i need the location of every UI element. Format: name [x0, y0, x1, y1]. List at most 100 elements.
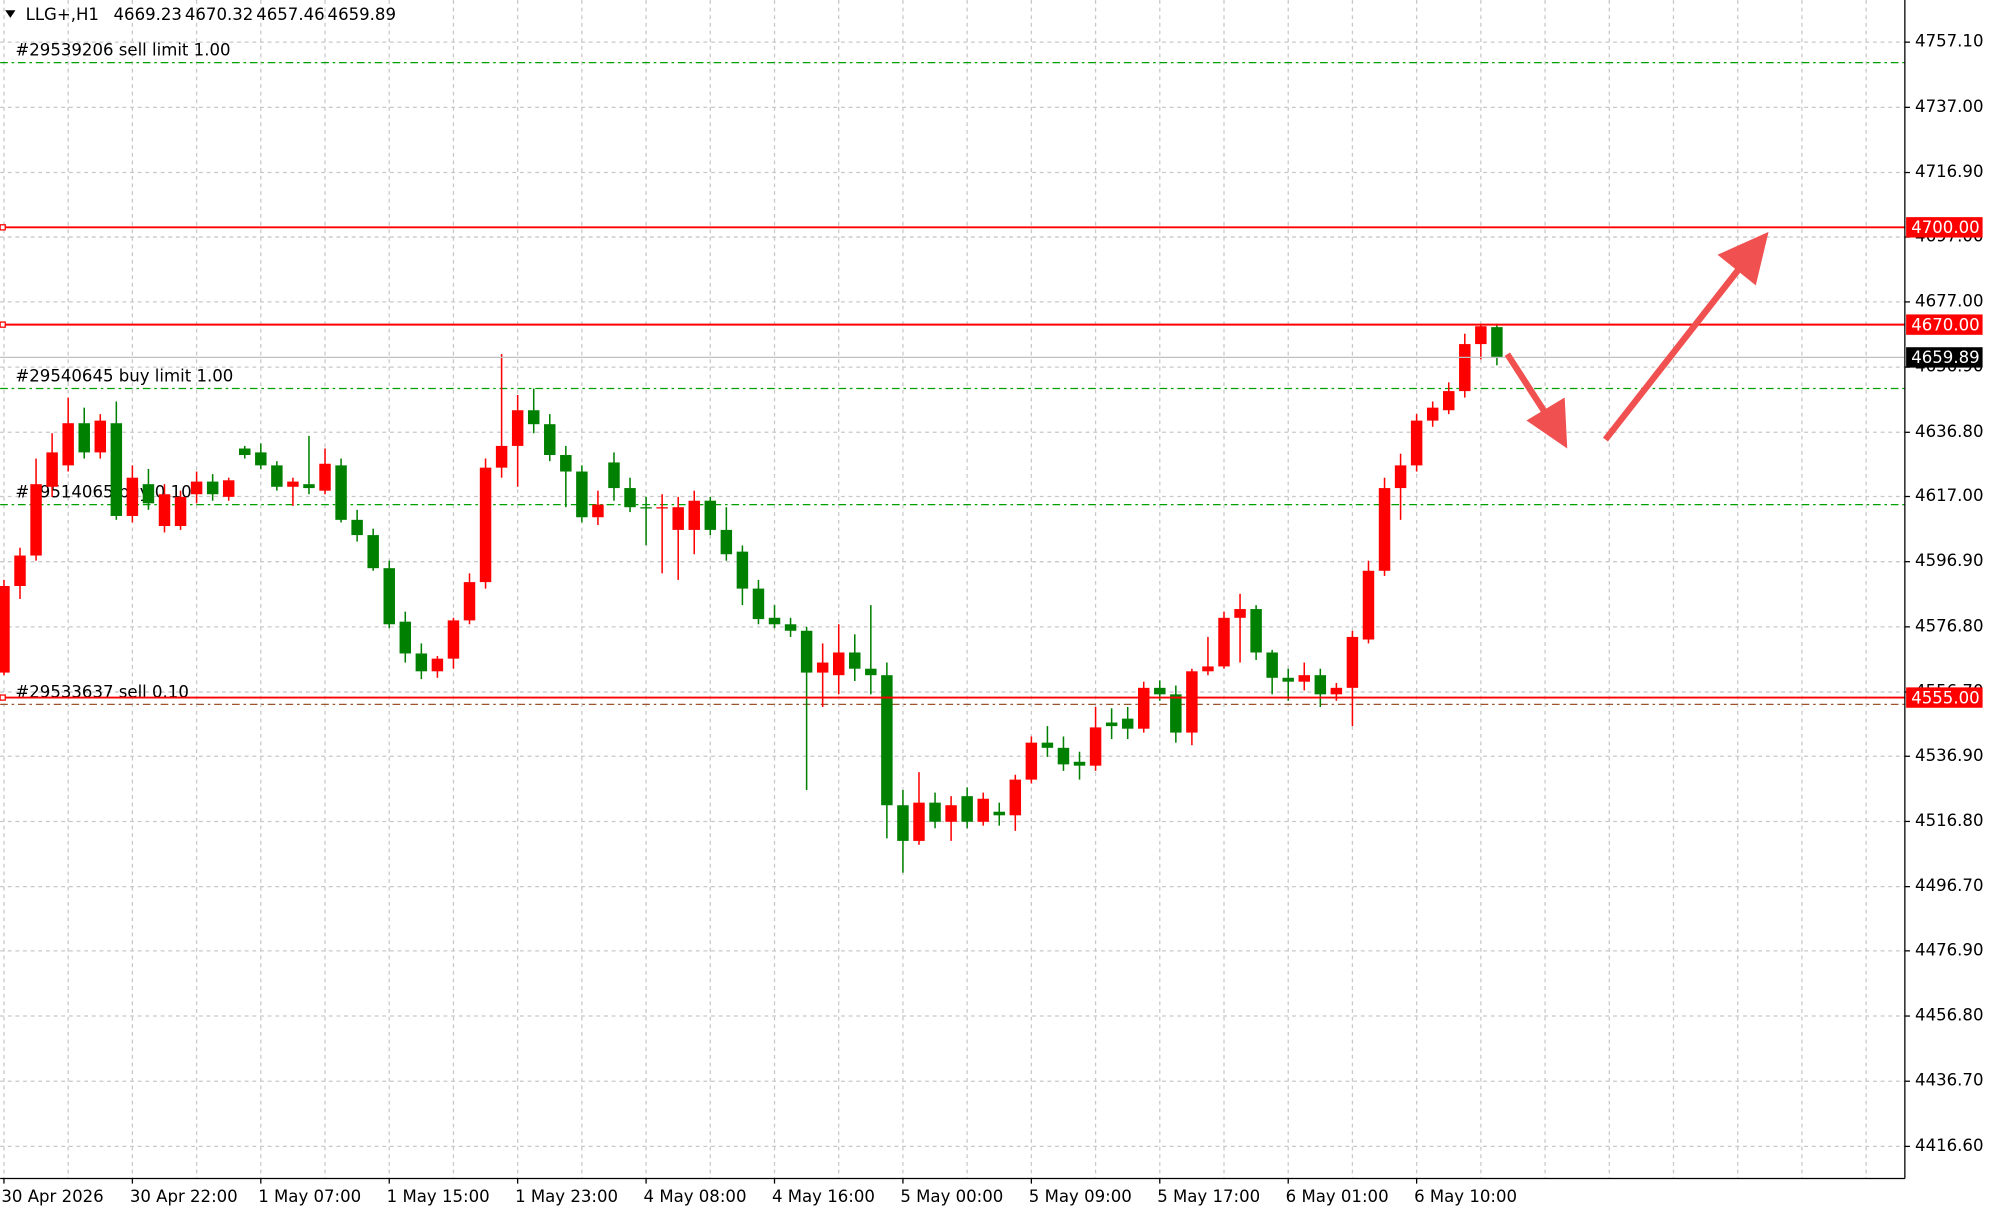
candle-body: [913, 802, 925, 841]
candle-body: [1346, 636, 1359, 688]
y-tick-label: 4636.80: [1915, 422, 1983, 441]
candle-body: [1234, 609, 1246, 618]
candle-body: [624, 488, 636, 508]
candle-body: [287, 481, 299, 487]
candle-body: [929, 802, 941, 822]
order-label: #29540645 buy limit 1.00: [15, 367, 233, 386]
candle-body: [1073, 761, 1086, 766]
candle-body: [1491, 327, 1503, 358]
x-tick-label: 6 May 01:00: [1286, 1187, 1389, 1206]
candle-body: [849, 652, 861, 669]
candle-body: [271, 465, 283, 487]
candle-body: [1041, 742, 1054, 748]
candle-body: [1025, 742, 1038, 780]
header-high: 4670.32: [185, 5, 253, 24]
candle-body: [335, 465, 347, 520]
level-tag: [1906, 314, 1983, 335]
y-tick-label: 4456.80: [1915, 1006, 1983, 1025]
candle-body: [688, 500, 700, 530]
candle-body: [367, 535, 379, 569]
candle-body: [736, 551, 749, 589]
candle-body: [110, 423, 123, 516]
candle-body: [1475, 326, 1487, 345]
candle-body: [1282, 677, 1294, 682]
candle-body: [576, 471, 588, 518]
candle-body: [1154, 687, 1166, 695]
candle-body: [1362, 570, 1375, 640]
candle-body: [495, 445, 508, 468]
price-tag: [1906, 347, 1983, 368]
candle-body: [945, 805, 957, 822]
candle-body: [158, 494, 171, 527]
level-tag: [1906, 217, 1983, 238]
x-tick-label: 4 May 16:00: [772, 1187, 875, 1206]
candle-body: [816, 662, 829, 673]
candle-body: [704, 500, 717, 530]
candle-body: [14, 555, 26, 587]
order-label: #29539206 sell limit 1.00: [15, 41, 230, 60]
arrow-up: [1602, 261, 1746, 442]
candle-body: [1089, 727, 1102, 766]
candle-body: [897, 805, 909, 841]
candle-body: [30, 484, 42, 556]
x-tick-label: 30 Apr 22:00: [130, 1187, 238, 1206]
candle-body: [0, 586, 10, 673]
candle-body: [1410, 420, 1423, 466]
candle-body: [1137, 687, 1150, 729]
candle-body: [190, 481, 203, 495]
level-tag: [1906, 687, 1983, 708]
candle-body: [1202, 666, 1214, 672]
y-tick-label: 4416.60: [1915, 1136, 1983, 1155]
candle-body: [62, 423, 74, 466]
candle-body: [544, 424, 556, 455]
y-tick-label: 4516.80: [1915, 811, 1983, 830]
candle-body: [174, 496, 187, 527]
y-tick-label: 4716.90: [1915, 162, 1983, 181]
x-tick-label: 5 May 09:00: [1029, 1187, 1132, 1206]
candle-body: [640, 507, 652, 509]
candle-body: [1186, 671, 1198, 733]
candle-body: [1394, 465, 1407, 489]
candle-body: [977, 798, 989, 822]
header-low: 4657.46: [256, 5, 324, 24]
candle-body: [431, 658, 444, 672]
candle-body: [1121, 718, 1134, 729]
candle-body: [592, 504, 604, 518]
header-open: 4669.23: [114, 5, 182, 24]
candle-body: [1218, 617, 1230, 667]
level-marker: [0, 694, 6, 701]
candle-body: [1009, 779, 1022, 816]
candle-body: [222, 480, 235, 497]
x-tick-label: 4 May 08:00: [644, 1187, 747, 1206]
candle-body: [351, 519, 363, 536]
candle-body: [239, 448, 251, 455]
candle-body: [800, 630, 813, 673]
candle-body: [319, 463, 331, 491]
candle-body: [1378, 488, 1391, 571]
candle-body: [608, 462, 620, 489]
candle-body: [303, 484, 315, 489]
y-tick-label: 4496.70: [1915, 876, 1983, 895]
y-tick-label: 4476.90: [1915, 940, 1983, 959]
candle-body: [784, 624, 797, 631]
order-layer: #29539206 sell limit 1.00 #29540645 buy l…: [0, 41, 1905, 706]
y-tick-label: 4757.10: [1915, 32, 1983, 51]
candle-body: [1330, 687, 1343, 695]
x-tick-label: 5 May 00:00: [900, 1187, 1003, 1206]
candle-layer: [0, 323, 1503, 873]
x-tick-label: 1 May 23:00: [515, 1187, 618, 1206]
y-tick-label: 4576.80: [1915, 616, 1983, 635]
level-marker: [0, 224, 6, 231]
candle-body: [832, 652, 845, 676]
level-tag-label: 4700.00: [1911, 218, 1979, 237]
candle-body: [511, 410, 524, 446]
x-tick-label: 30 Apr 2026: [1, 1187, 103, 1206]
candle-body: [383, 568, 395, 625]
candle-body: [1250, 609, 1262, 653]
arrow-head: [1717, 231, 1769, 286]
candle-body: [126, 477, 139, 516]
level-marker: [0, 321, 6, 328]
symbol: LLG+,H1: [26, 5, 99, 24]
